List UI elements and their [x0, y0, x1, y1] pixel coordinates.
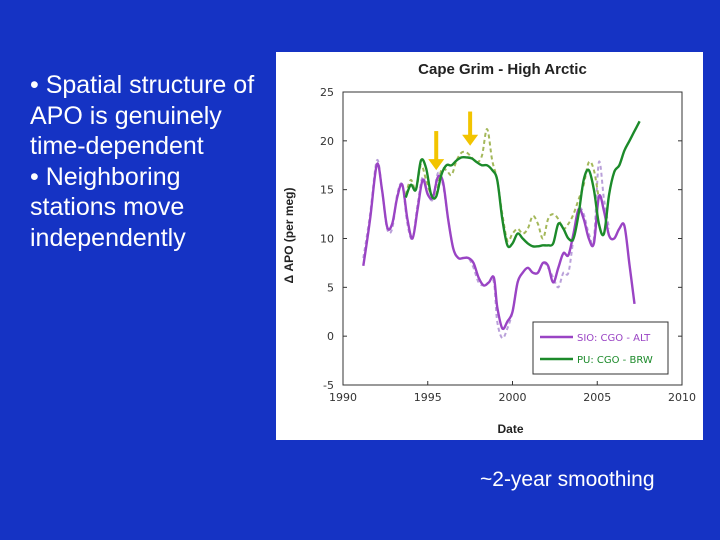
x-axis-label: Date [497, 422, 523, 436]
legend-label: PU: CGO - BRW [577, 355, 653, 366]
bullet-item: • Spatial structure of APO is genuinely … [30, 71, 255, 160]
y-axis-label: Δ APO (per meg) [282, 188, 296, 284]
annotation-arrow-head [462, 134, 479, 146]
annotation-arrow-head [428, 159, 445, 171]
chart-title: Cape Grim - High Arctic [418, 61, 587, 78]
y-tick-label: 15 [320, 184, 334, 197]
y-tick-label: 20 [320, 135, 334, 148]
legend-label: SIO: CGO - ALT [577, 333, 651, 344]
chart-panel: Cape Grim - High Arctic 25 20 15 10 5 0 -5 1990 1… [276, 52, 703, 440]
y-tick-label: 5 [327, 281, 334, 294]
smoothing-caption: ~2-year smoothing [480, 468, 655, 491]
legend-box [532, 321, 669, 375]
y-tick-label: 0 [327, 330, 334, 343]
bullet-item: • Neighboring stations move independentl… [30, 162, 186, 252]
series-pu-cgo-brw [404, 120, 641, 249]
bullet-list: • Spatial structure of APO is genuinely … [30, 70, 270, 253]
y-tick-label: 25 [320, 86, 334, 99]
x-tick-label: 2000 [499, 391, 527, 404]
series-sio-cgo-alt [362, 162, 636, 331]
x-tick-label: 1995 [414, 391, 442, 404]
y-tick-label: 10 [320, 233, 334, 246]
x-tick-label: 2005 [583, 391, 611, 404]
x-tick-label: 1990 [329, 391, 357, 404]
x-tick-label: 2010 [668, 391, 696, 404]
y-tick-label: -5 [323, 379, 334, 392]
